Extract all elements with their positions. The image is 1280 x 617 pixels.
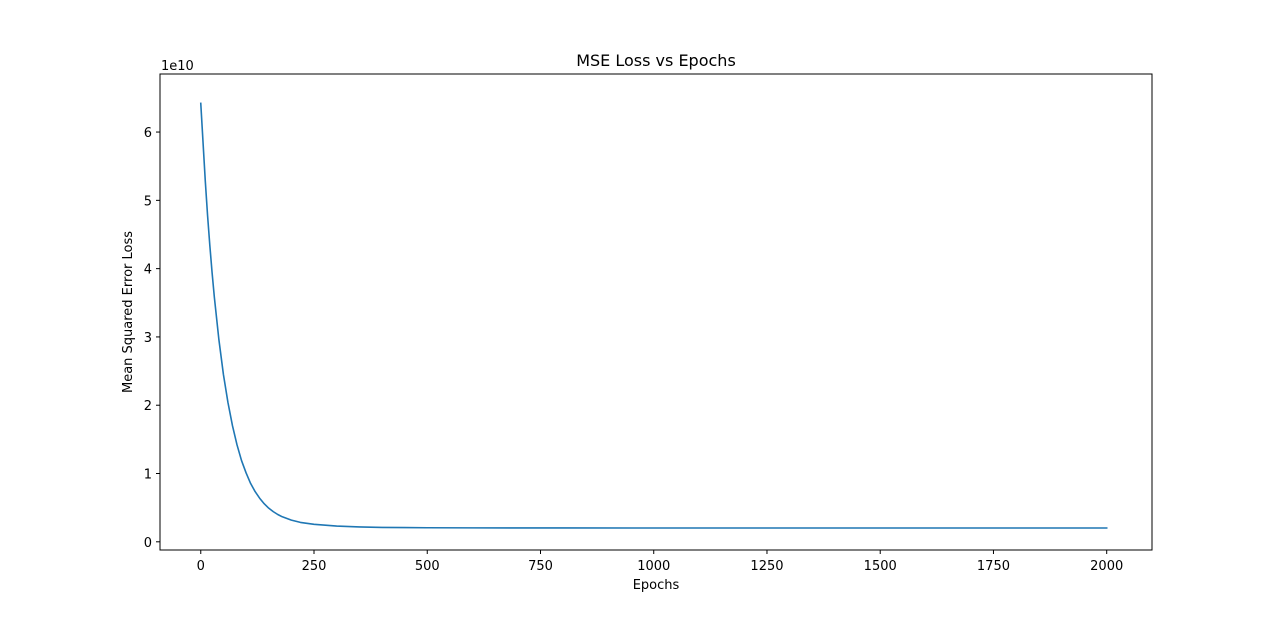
x-tick-label: 1500 [864,559,897,574]
x-tick-label: 2000 [1090,559,1123,574]
x-axis-ticks: 0 250 500 750 1000 1250 1500 1750 2000 [197,550,1123,574]
y-axis-offset-label: 1e10 [161,59,194,74]
x-tick-label: 250 [302,559,327,574]
x-tick-label: 500 [415,559,440,574]
plot-layer [199,102,1108,529]
y-tick-label: 4 [144,263,152,278]
x-tick-label: 750 [528,559,553,574]
y-tick-label: 6 [144,126,152,141]
y-tick-label: 0 [144,536,152,551]
x-tick-label: 1750 [977,559,1010,574]
series-line-0 [199,102,1108,529]
y-axis-label: Mean Squared Error Loss [121,231,136,393]
y-tick-label: 1 [144,468,152,483]
x-tick-label: 1250 [750,559,783,574]
y-tick-label: 5 [144,194,152,209]
x-tick-label: 0 [197,559,205,574]
y-tick-label: 2 [144,399,152,414]
x-tick-label: 1000 [637,559,670,574]
x-axis-label: Epochs [633,578,680,593]
y-axis-ticks: 0 1 2 3 4 5 6 [144,126,160,551]
plot-frame [159,73,1153,551]
chart-title: MSE Loss vs Epochs [576,51,736,70]
y-tick-label: 3 [144,331,152,346]
